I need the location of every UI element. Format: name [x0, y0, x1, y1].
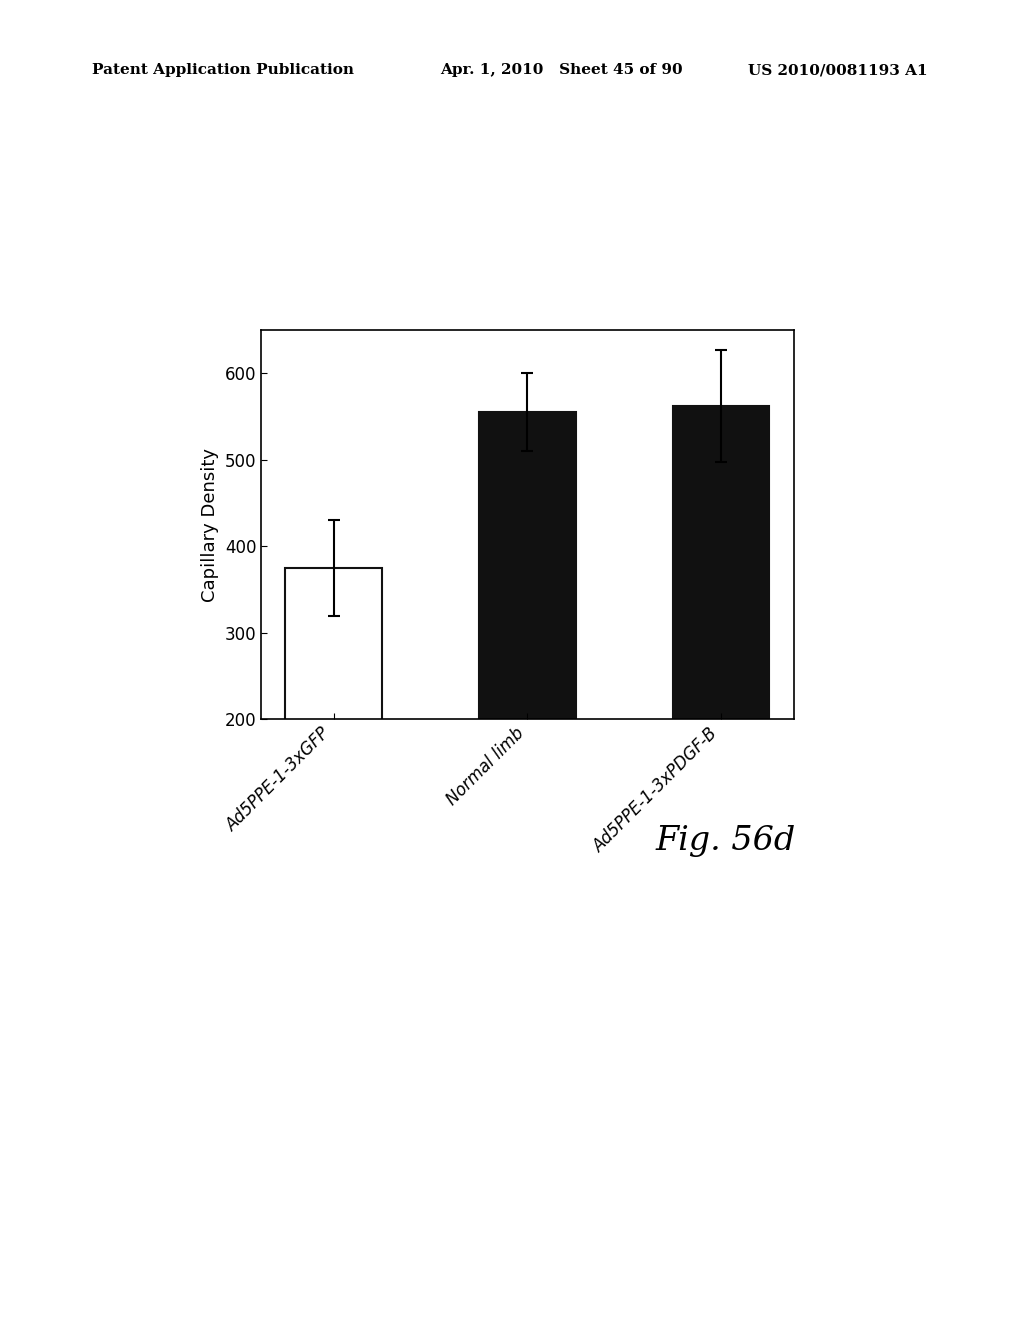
Bar — [286, 568, 382, 892]
Text: Fig. 56d: Fig. 56d — [655, 825, 796, 857]
Text: Patent Application Publication: Patent Application Publication — [92, 63, 354, 78]
Y-axis label: Capillary Density: Capillary Density — [201, 447, 219, 602]
Text: US 2010/0081193 A1: US 2010/0081193 A1 — [748, 63, 927, 78]
Bar — [673, 407, 769, 892]
Bar — [479, 412, 575, 892]
Text: Apr. 1, 2010   Sheet 45 of 90: Apr. 1, 2010 Sheet 45 of 90 — [440, 63, 683, 78]
